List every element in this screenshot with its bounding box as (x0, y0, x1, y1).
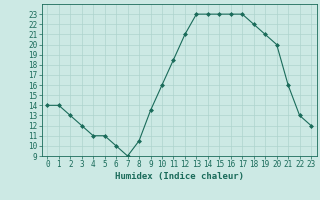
X-axis label: Humidex (Indice chaleur): Humidex (Indice chaleur) (115, 172, 244, 181)
